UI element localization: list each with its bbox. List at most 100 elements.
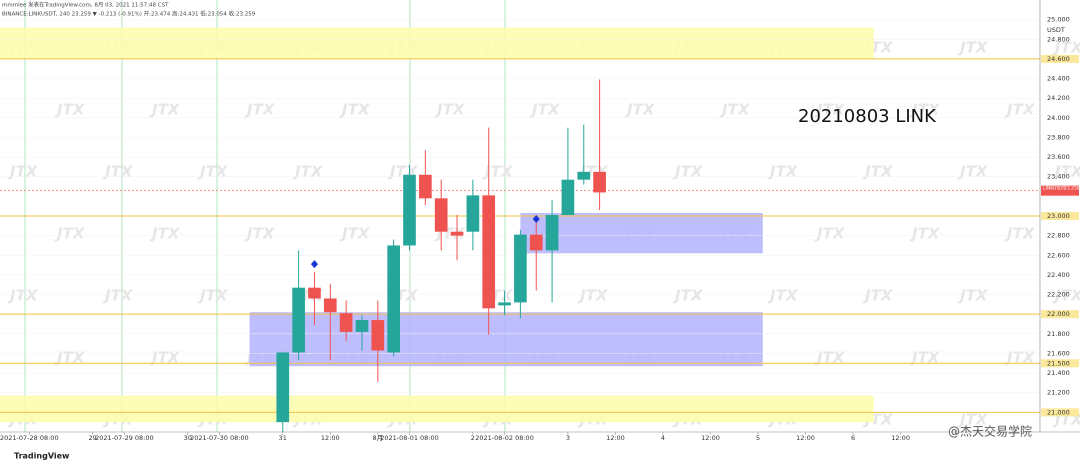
watermark: JTX (909, 349, 941, 367)
watermark: JTX (197, 287, 229, 305)
candle-body (387, 245, 400, 353)
last-price-label: 23.258 (1064, 186, 1080, 192)
y-tick-label: 22.400 (1047, 271, 1070, 279)
x-tick-label: 2021-07-28 08:00 (0, 434, 59, 442)
x-tick-label: 2 (471, 434, 475, 442)
x-tick-label: 2021-07-29 08:00 (95, 434, 154, 442)
watermark: JTX (767, 287, 799, 305)
level-tag (1041, 212, 1079, 220)
watermark: JTX (244, 225, 276, 243)
watermark: JTX (672, 163, 704, 181)
candle-body (276, 352, 290, 423)
y-tick-label: 22.200 (1047, 291, 1070, 299)
x-tick-label: 3 (566, 434, 570, 442)
watermark: JTX (54, 225, 86, 243)
candle-body (593, 171, 606, 193)
y-tick-label: 21.200 (1047, 389, 1070, 397)
watermark: JTX (957, 39, 989, 57)
x-tick-label: 30 (184, 434, 192, 442)
watermark: JTX (577, 287, 609, 305)
y-tick-label: 21.400 (1047, 369, 1070, 377)
y-tick-label: 23.400 (1047, 173, 1070, 181)
level-label: 24.600 (1047, 55, 1070, 63)
candle-body (323, 298, 337, 313)
watermark: JTX (1052, 287, 1080, 305)
x-tick-label: 12:00 (891, 434, 910, 442)
candle-body (466, 195, 480, 232)
zone (249, 312, 763, 367)
credit: @杰天交易学院 (948, 424, 1032, 439)
candle-body (482, 195, 496, 309)
watermark: JTX (957, 287, 989, 305)
y-tick-label: 24.200 (1047, 94, 1070, 102)
watermark: JTX (1004, 349, 1036, 367)
watermark: JTX (814, 349, 846, 367)
zone (0, 27, 874, 59)
watermark: JTX (767, 163, 799, 181)
y-tick-label: 21.600 (1047, 349, 1070, 357)
candle-body (355, 320, 369, 332)
watermark: JTX (529, 101, 561, 119)
candle-body (308, 287, 321, 299)
watermark: JTX (1004, 101, 1036, 119)
candle-body (529, 234, 543, 251)
x-tick-label: 12:00 (701, 434, 720, 442)
candle-body (339, 313, 353, 332)
watermark: JTX (814, 225, 846, 243)
watermark: JTX (102, 287, 134, 305)
y-tick-label: 21.800 (1047, 330, 1070, 338)
watermark: JTX (149, 101, 181, 119)
level-tag (1041, 408, 1079, 417)
watermark: JTX (54, 349, 86, 367)
y-tick-label: 24.000 (1047, 114, 1070, 122)
currency-label: USDT (1047, 26, 1065, 34)
watermark: JTX (1052, 39, 1080, 57)
watermark: JTX (7, 163, 39, 181)
candle-body (561, 179, 575, 216)
x-tick-label: 2021-08-02 08:00 (475, 434, 534, 442)
watermark: JTX (339, 225, 371, 243)
x-tick-label: 12:00 (606, 434, 625, 442)
watermark: JTX (149, 349, 181, 367)
x-tick-label: 2021-07-30 08:00 (190, 434, 249, 442)
watermark: JTX (862, 163, 894, 181)
x-tick-label: 29 (89, 434, 97, 442)
candle-body (419, 174, 432, 199)
level-label: 21.000 (1047, 408, 1070, 416)
header-line: BINANCE:LINKUSDT, 240 23.259 ▼ -0.213 (-… (2, 10, 256, 18)
level-tag (1041, 54, 1079, 63)
x-tick-label: 4 (661, 434, 665, 442)
level-label: 21.500 (1047, 359, 1070, 367)
watermark: JTX (1004, 225, 1036, 243)
y-tick-label: 22.800 (1047, 232, 1070, 240)
level-label: 22.000 (1047, 310, 1070, 318)
candle-body (371, 320, 385, 351)
candle-body (434, 198, 448, 232)
last-price-tag (1041, 185, 1079, 196)
y-tick-label: 24.800 (1047, 35, 1070, 43)
x-tick-label: 31 (279, 434, 287, 442)
watermark: JTX (957, 163, 989, 181)
zone (520, 213, 763, 254)
watermark: JTX (909, 225, 941, 243)
x-tick-label: 6 (851, 434, 855, 442)
zone (0, 395, 874, 423)
y-tick-label: 23.800 (1047, 133, 1070, 141)
symbol-label: LINKUSDT (1043, 186, 1066, 192)
header-line: mmmlee 发表在TradingView.com, 8月 03, 2021 1… (2, 1, 169, 9)
candle-body (292, 287, 305, 353)
watermark: JTX (672, 287, 704, 305)
x-tick-label: 2021-08-01 08:00 (380, 434, 439, 442)
watermark: JTX (339, 101, 371, 119)
x-tick-label: 5 (756, 434, 760, 442)
watermark: JTX (54, 101, 86, 119)
y-tick-label: 25.000 (1047, 16, 1070, 24)
watermark: JTX (244, 101, 276, 119)
candle-body (450, 231, 464, 236)
watermark: JTX (197, 163, 229, 181)
watermark: JTX (1052, 163, 1080, 181)
watermark: JTX (102, 163, 134, 181)
x-tick-label: 8月 (373, 434, 384, 442)
y-tick-label: 24.400 (1047, 75, 1070, 83)
